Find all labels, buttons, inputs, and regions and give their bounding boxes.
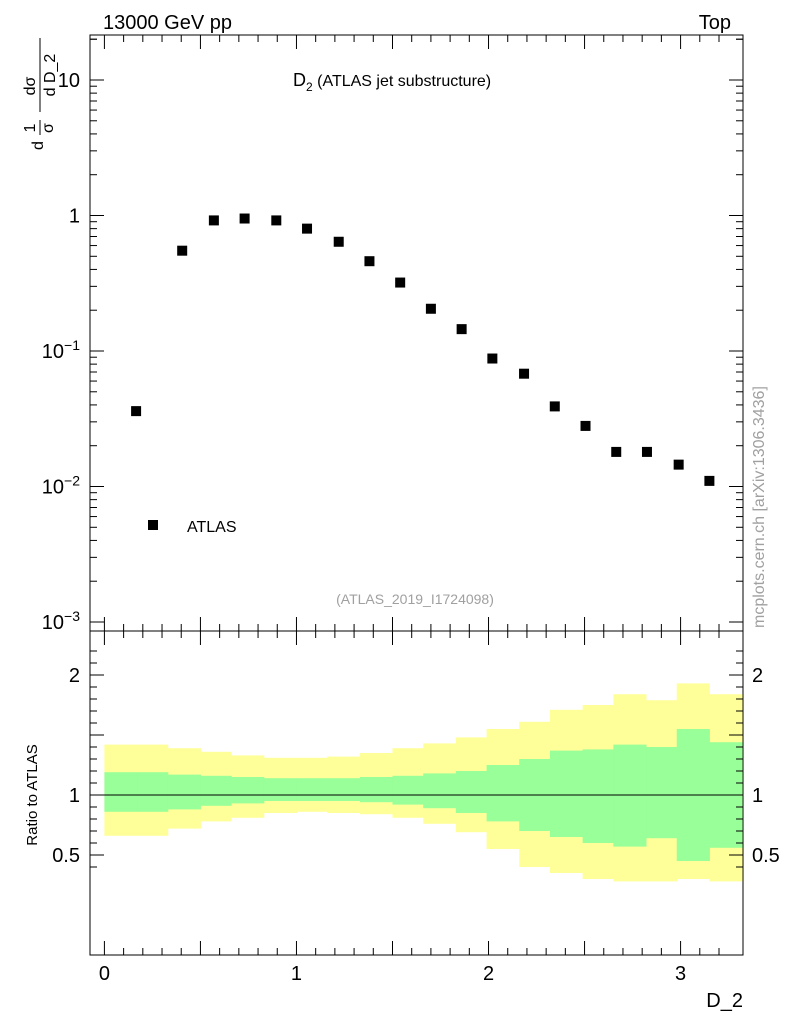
ratio-y-tick-label-right-2: 2 [752,665,763,687]
analysis-id-label: (ATLAS_2019_I1724098) [336,591,494,607]
main-y-tick-label: 10−2 [42,473,80,499]
ratio-band-stat-bin-17 [646,747,678,839]
main-y-tick-label-base: 10 [58,70,80,92]
ratio-band-stat-bin-4 [231,777,265,804]
ratio-axis-ticks: 0 1 2 3 0.5 0.5 1 1 2 2 [52,631,780,985]
main-y-tick-label-exponent: −3 [64,608,80,624]
ratio-band-stat-bin-8 [359,777,393,803]
data-point-atlas-11 [487,353,498,364]
ratio-band-stat-bin-14 [549,750,584,837]
data-point-atlas-9 [425,303,436,314]
data-point-atlas-1 [177,245,188,256]
ratio-y-tick-label-right-0.5: 0.5 [752,845,780,867]
ratio-y-tick-label-right-1: 1 [752,785,763,807]
plot-title: D2 (ATLAS jet substructure) [293,70,491,94]
ratio-panel-frame [89,630,744,956]
ylabel-d: d [30,141,47,150]
data-point-atlas-7 [364,256,375,267]
ylabel-frac1-num: 1 [22,123,39,132]
plot-title-rest: (ATLAS jet substructure) [313,73,491,90]
ratio-y-tick-label-0.5: 0.5 [52,845,80,867]
ratio-band-stat-bin-2 [167,774,201,810]
ratio-band-stat-bin-3 [200,775,232,806]
ratio-band-stat-bin-11 [455,771,488,813]
legend-label-atlas: ATLAS [187,519,237,536]
x-axis-label: D_2 [706,990,743,1012]
main-y-tick-label-base: 1 [69,206,80,228]
main-y-tick-label: 10−3 [42,608,80,634]
main-y-tick-label-base: 10 [42,612,64,634]
data-point-atlas-8 [395,277,406,288]
data-point-atlas-10 [456,324,467,335]
data-point-atlas-15 [611,446,622,457]
main-y-tick-label: 10 [58,70,80,92]
svg-text:d: d [30,141,47,150]
main-y-tick-label: 10−1 [42,337,80,363]
data-point-atlas-16 [641,446,652,457]
sidebar-citation-label: mcplots.cern.ch [arXiv:1306.3436] [751,386,768,628]
data-point-atlas-17 [673,459,684,470]
data-point-atlas-0 [131,406,142,417]
data-point-atlas-12 [519,368,530,379]
x-tick-label-2: 2 [483,963,494,985]
x-tick-label-1: 1 [291,963,302,985]
x-tick-label-0: 0 [99,963,110,985]
header-process-label: Top [699,12,731,34]
data-point-atlas-6 [333,236,344,247]
ylabel-frac1-den: σ [40,123,57,133]
main-data-points [131,213,715,486]
ratio-band-stat-bin-6 [296,778,328,801]
ratio-band-stat-bin-0 [104,772,138,812]
ratio-band-stat-bin-5 [263,778,297,801]
ratio-y-axis-label: Ratio to ATLAS [24,744,41,845]
main-y-tick-label: 1 [69,206,80,228]
main-y-tick-label-exponent: −2 [64,473,80,489]
x-tick-label-3: 3 [675,963,686,985]
data-point-atlas-18 [704,475,715,486]
main-y-tick-label-base: 10 [42,341,64,363]
data-point-atlas-2 [208,215,219,226]
header-energy-label: 13000 GeV pp [103,12,232,34]
data-point-atlas-5 [302,223,313,234]
plot-title-subscript: 2 [306,80,313,94]
ratio-band-stat-bin-7 [327,778,361,801]
main-y-tick-label-exponent: −1 [64,337,80,353]
main-y-axis-label: d 1 σ dσ d D_2 [22,38,59,150]
legend-marker-atlas [148,520,158,530]
ratio-y-tick-label-1: 1 [69,785,80,807]
ratio-band-stat-bin-16 [613,744,647,847]
plot-title-main: D [293,70,306,90]
ratio-bands [104,683,743,882]
ratio-y-tick-label-2: 2 [69,665,80,687]
ylabel-frac2-num: dσ [22,76,39,95]
data-point-atlas-3 [239,213,250,224]
main-panel-frame [89,34,744,632]
ratio-band-stat-bin-15 [582,749,614,843]
ylabel-frac2-den: d D_2 [42,54,59,97]
data-point-atlas-13 [549,401,560,412]
ratio-band-stat-bin-10 [423,773,457,809]
ratio-band-stat-bin-1 [137,772,169,812]
main-y-tick-label-base: 10 [42,477,64,499]
data-point-atlas-14 [580,420,591,431]
ratio-band-stat-bin-9 [392,775,424,805]
ratio-band-stat-bin-12 [486,765,520,822]
data-point-atlas-4 [271,215,282,226]
